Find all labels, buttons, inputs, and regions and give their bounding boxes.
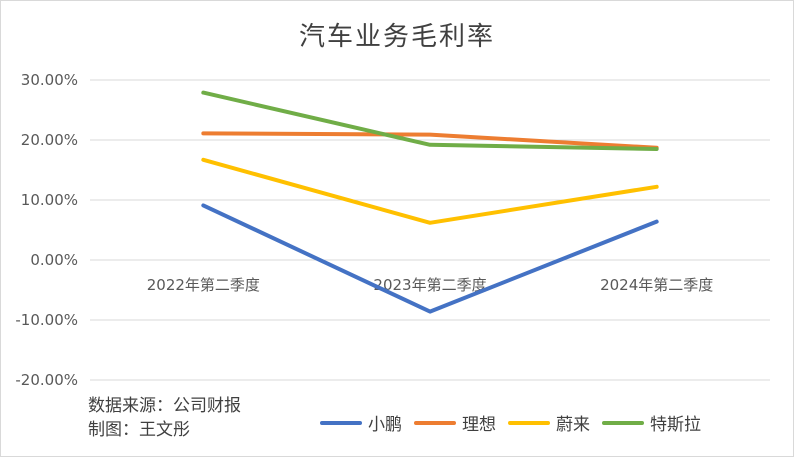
legend-label: 蔚来 bbox=[556, 415, 590, 435]
x-tick-label: 2022年第二季度 bbox=[147, 276, 260, 294]
source-line: 数据来源：公司财报 bbox=[88, 396, 241, 416]
series-line bbox=[201, 90, 659, 151]
legend-label: 理想 bbox=[462, 415, 496, 435]
legend: 小鹏 理想 蔚来 特斯拉 bbox=[320, 410, 713, 435]
series-line bbox=[201, 131, 659, 150]
y-tick-label: -10.00% bbox=[15, 311, 78, 329]
x-tick-label: 2024年第二季度 bbox=[600, 276, 713, 294]
gridlines bbox=[90, 79, 770, 381]
series-lines bbox=[201, 90, 659, 314]
series-line bbox=[201, 157, 659, 225]
legend-item: 特斯拉 bbox=[602, 410, 701, 435]
legend-label: 特斯拉 bbox=[650, 415, 701, 435]
y-tick-label: 0.00% bbox=[30, 251, 78, 269]
legend-swatch bbox=[414, 420, 456, 425]
chart-title: 汽车业务毛利率 bbox=[298, 22, 495, 52]
legend-item: 理想 bbox=[414, 410, 496, 435]
y-axis-ticks: 30.00% 20.00% 10.00% 0.00% -10.00% -20.00% bbox=[15, 71, 78, 389]
y-tick-label: 20.00% bbox=[21, 131, 78, 149]
y-tick-label: 30.00% bbox=[21, 71, 78, 89]
legend-item: 小鹏 bbox=[320, 410, 402, 435]
legend-swatch bbox=[508, 420, 550, 425]
legend-swatch bbox=[602, 420, 644, 425]
source-note: 数据来源：公司财报 制图：王文彤 bbox=[88, 394, 241, 442]
legend-swatch bbox=[320, 420, 362, 425]
y-tick-label: -20.00% bbox=[15, 371, 78, 389]
y-tick-label: 10.00% bbox=[21, 191, 78, 209]
x-axis-ticks: 2022年第二季度 2023年第二季度 2024年第二季度 bbox=[147, 276, 714, 294]
author-line: 制图：王文彤 bbox=[88, 420, 190, 440]
legend-item: 蔚来 bbox=[508, 410, 590, 435]
series-line bbox=[201, 203, 659, 314]
legend-label: 小鹏 bbox=[368, 415, 402, 435]
x-tick-label: 2023年第二季度 bbox=[373, 276, 486, 294]
